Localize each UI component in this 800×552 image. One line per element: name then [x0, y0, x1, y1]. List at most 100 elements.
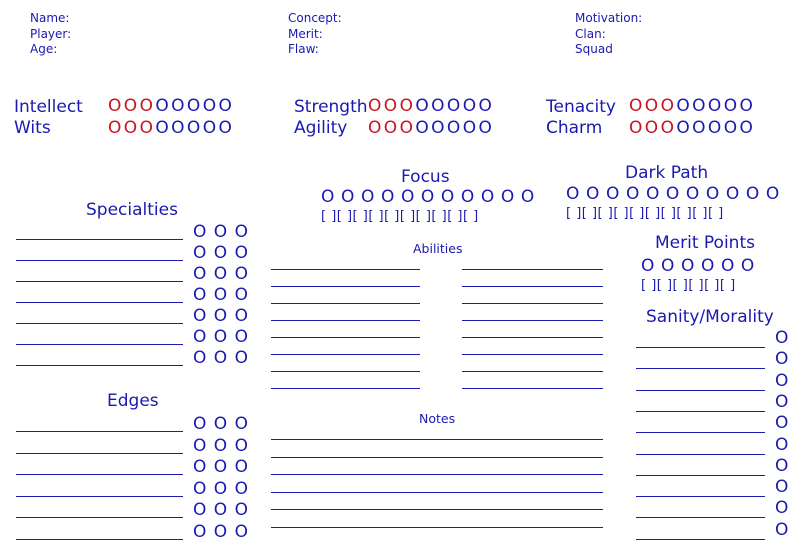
dot-empty[interactable]: O: [707, 118, 724, 138]
dot-empty[interactable]: O: [462, 96, 479, 116]
edge-line[interactable]: [16, 495, 183, 497]
ability-line[interactable]: [462, 286, 603, 287]
dot-filled[interactable]: O: [383, 96, 400, 116]
dot-empty[interactable]: O: [478, 118, 495, 138]
sanity-line[interactable]: [636, 389, 765, 391]
edge-dots[interactable]: O O O: [193, 478, 249, 499]
specialty-dots[interactable]: O O O: [193, 348, 249, 368]
sanity-dot[interactable]: O: [775, 370, 791, 391]
dot-empty[interactable]: O: [202, 118, 219, 138]
dot-empty[interactable]: O: [446, 118, 463, 138]
merit-points-boxes[interactable]: [ ][ ][ ][ ][ ][ ]: [641, 278, 736, 293]
specialty-dots[interactable]: O O O: [193, 306, 249, 326]
notes-line[interactable]: [271, 439, 603, 440]
dot-empty[interactable]: O: [155, 96, 172, 116]
sanity-line[interactable]: [636, 432, 765, 434]
dot-filled[interactable]: O: [123, 96, 140, 116]
notes-line[interactable]: [271, 474, 603, 475]
edge-line[interactable]: [16, 452, 183, 454]
dot-filled[interactable]: O: [629, 118, 645, 138]
dot-empty[interactable]: O: [676, 96, 693, 116]
ability-line[interactable]: [462, 269, 603, 270]
ability-line[interactable]: [271, 371, 420, 372]
specialty-dots[interactable]: O O O: [193, 243, 249, 263]
dot-empty[interactable]: O: [202, 96, 219, 116]
dot-filled[interactable]: O: [383, 118, 400, 138]
dot-filled[interactable]: O: [139, 118, 156, 138]
dot-empty[interactable]: O: [415, 118, 432, 138]
dot-empty[interactable]: O: [186, 96, 203, 116]
dot-empty[interactable]: O: [739, 118, 756, 138]
sanity-line[interactable]: [636, 496, 765, 498]
attr-tenacity-dots[interactable]: OOOOOOOO: [629, 96, 755, 116]
sanity-line[interactable]: [636, 453, 765, 455]
dot-empty[interactable]: O: [431, 118, 447, 138]
notes-line[interactable]: [271, 509, 603, 510]
focus-boxes[interactable]: [ ][ ][ ][ ][ ][ ][ ][ ][ ][ ]: [321, 209, 479, 224]
dot-empty[interactable]: O: [707, 96, 724, 116]
dot-empty[interactable]: O: [186, 118, 203, 138]
ability-line[interactable]: [271, 320, 420, 321]
dot-empty[interactable]: O: [723, 118, 740, 138]
merit-points-dots[interactable]: O O O O O O: [641, 256, 755, 276]
sanity-line[interactable]: [636, 410, 765, 412]
ability-line[interactable]: [462, 354, 603, 355]
sanity-dot[interactable]: O: [775, 328, 791, 348]
edge-dots[interactable]: O O O: [193, 414, 249, 434]
dot-filled[interactable]: O: [108, 118, 124, 138]
ability-line[interactable]: [271, 269, 420, 270]
notes-line[interactable]: [271, 456, 603, 458]
ability-line[interactable]: [462, 337, 603, 338]
attr-intellect-dots[interactable]: OOOOOOOO: [108, 96, 234, 116]
dot-filled[interactable]: O: [629, 96, 645, 116]
dot-empty[interactable]: O: [723, 96, 740, 116]
dot-empty[interactable]: O: [692, 118, 708, 138]
dot-empty[interactable]: O: [171, 96, 187, 116]
dot-empty[interactable]: O: [218, 96, 235, 116]
dot-filled[interactable]: O: [660, 118, 677, 138]
dot-empty[interactable]: O: [462, 118, 479, 138]
dot-filled[interactable]: O: [660, 96, 677, 116]
dot-empty[interactable]: O: [676, 118, 693, 138]
sanity-dot[interactable]: O: [775, 434, 791, 455]
specialty-dots[interactable]: O O O: [193, 285, 249, 305]
attr-agility-dots[interactable]: OOOOOOOO: [368, 118, 494, 138]
specialty-dots[interactable]: O O O: [193, 264, 249, 284]
dot-empty[interactable]: O: [478, 96, 495, 116]
ability-line[interactable]: [271, 303, 420, 304]
sanity-line[interactable]: [636, 538, 765, 540]
ability-line[interactable]: [462, 371, 603, 372]
dot-empty[interactable]: O: [692, 96, 708, 116]
edge-line[interactable]: [16, 431, 183, 432]
dot-filled[interactable]: O: [399, 96, 416, 116]
sanity-dot[interactable]: O: [775, 498, 791, 519]
specialty-line[interactable]: [16, 344, 183, 345]
specialty-line[interactable]: [16, 302, 183, 303]
sanity-dot[interactable]: O: [775, 455, 791, 476]
specialty-line[interactable]: [16, 281, 183, 282]
edge-line[interactable]: [16, 517, 183, 518]
dot-empty[interactable]: O: [218, 118, 235, 138]
sanity-dot[interactable]: O: [775, 349, 791, 370]
specialty-line[interactable]: [16, 365, 183, 366]
dot-empty[interactable]: O: [431, 96, 447, 116]
dot-empty[interactable]: O: [415, 96, 432, 116]
edge-dots[interactable]: O O O: [193, 457, 249, 477]
dot-empty[interactable]: O: [446, 96, 463, 116]
sanity-dot[interactable]: O: [775, 477, 791, 498]
ability-line[interactable]: [271, 354, 420, 355]
sanity-dot[interactable]: O: [775, 413, 791, 434]
edge-dots[interactable]: O O O: [193, 521, 249, 542]
sanity-line[interactable]: [636, 347, 765, 348]
ability-line[interactable]: [271, 337, 420, 338]
ability-line[interactable]: [462, 388, 603, 389]
notes-line[interactable]: [271, 526, 603, 528]
dot-filled[interactable]: O: [368, 118, 384, 138]
attr-strength-dots[interactable]: OOOOOOOO: [368, 96, 494, 116]
sanity-line[interactable]: [636, 474, 765, 476]
sanity-line[interactable]: [636, 368, 765, 370]
edge-dots[interactable]: O O O: [193, 435, 249, 456]
specialty-dots[interactable]: O O O: [193, 222, 249, 242]
edge-line[interactable]: [16, 538, 183, 540]
dot-filled[interactable]: O: [123, 118, 140, 138]
